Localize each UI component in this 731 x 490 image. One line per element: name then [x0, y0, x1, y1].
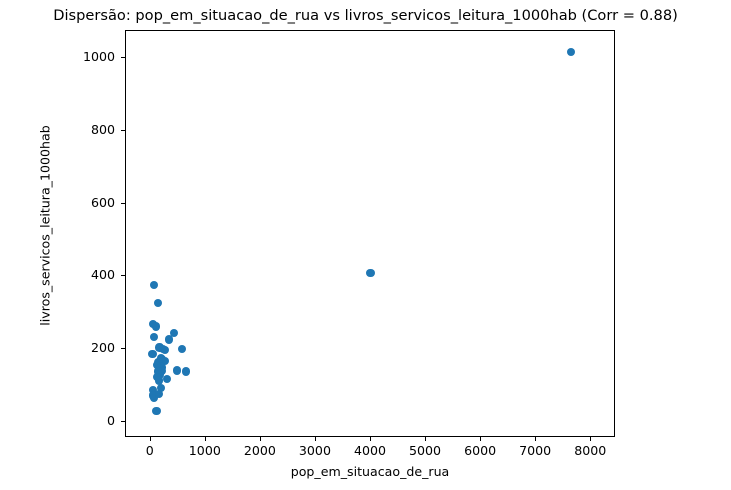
y-tick-label: 0 — [106, 412, 115, 428]
data-point — [173, 366, 182, 375]
data-point — [161, 345, 170, 355]
data-point — [162, 374, 171, 383]
x-tick-mark — [259, 437, 261, 441]
y-axis-label: livros_servicos_leitura_1000hab — [37, 125, 53, 326]
x-tick-mark — [590, 437, 592, 441]
x-tick-label: 2000 — [243, 443, 276, 458]
data-point — [155, 376, 164, 385]
x-tick-label: 1000 — [188, 443, 221, 458]
data-point — [181, 367, 191, 376]
x-axis-label: pop_em_situacao_de_rua — [290, 464, 450, 479]
x-tick-label: 7000 — [519, 443, 552, 458]
x-tick-mark — [314, 437, 316, 441]
x-tick-label: 3000 — [298, 443, 331, 458]
x-tick-label: 4000 — [353, 443, 387, 458]
x-tick-label: 5000 — [409, 443, 442, 458]
data-point — [152, 407, 161, 416]
y-tick-label: 800 — [90, 121, 115, 137]
y-tick-mark — [121, 275, 125, 277]
x-tick-mark — [204, 437, 206, 441]
x-tick-mark — [370, 437, 371, 441]
data-point — [164, 335, 174, 344]
x-tick-mark — [425, 437, 427, 441]
y-tick-label: 600 — [90, 194, 115, 210]
data-point — [151, 322, 161, 331]
y-tick-label: 400 — [90, 267, 115, 283]
x-tick-label: 6000 — [464, 443, 497, 458]
data-point — [169, 329, 178, 338]
data-point — [154, 390, 163, 399]
data-point — [149, 333, 159, 342]
data-point — [148, 349, 157, 359]
y-tick-mark — [121, 57, 125, 59]
data-point — [153, 298, 162, 307]
x-tick-mark — [480, 437, 482, 441]
data-point — [178, 344, 187, 353]
data-point — [157, 383, 166, 392]
x-tick-label: 8000 — [574, 443, 607, 458]
x-tick-mark — [149, 437, 151, 441]
y-tick-mark — [121, 202, 125, 204]
data-point — [160, 356, 169, 365]
data-point — [149, 393, 159, 402]
x-tick-mark — [535, 437, 537, 441]
plot-area — [125, 30, 615, 437]
x-tick-label: 0 — [145, 443, 154, 458]
data-point — [149, 281, 159, 290]
data-points-layer — [126, 31, 614, 436]
y-tick-label: 200 — [90, 339, 115, 355]
data-point — [366, 269, 375, 278]
y-tick-mark — [121, 420, 125, 422]
y-tick-mark — [121, 129, 125, 131]
data-point — [148, 385, 157, 394]
chart-title: Dispersão: pop_em_situacao_de_rua vs liv… — [53, 7, 678, 24]
y-tick-mark — [121, 347, 125, 349]
y-tick-label: 1000 — [82, 49, 115, 65]
data-point — [567, 47, 576, 57]
